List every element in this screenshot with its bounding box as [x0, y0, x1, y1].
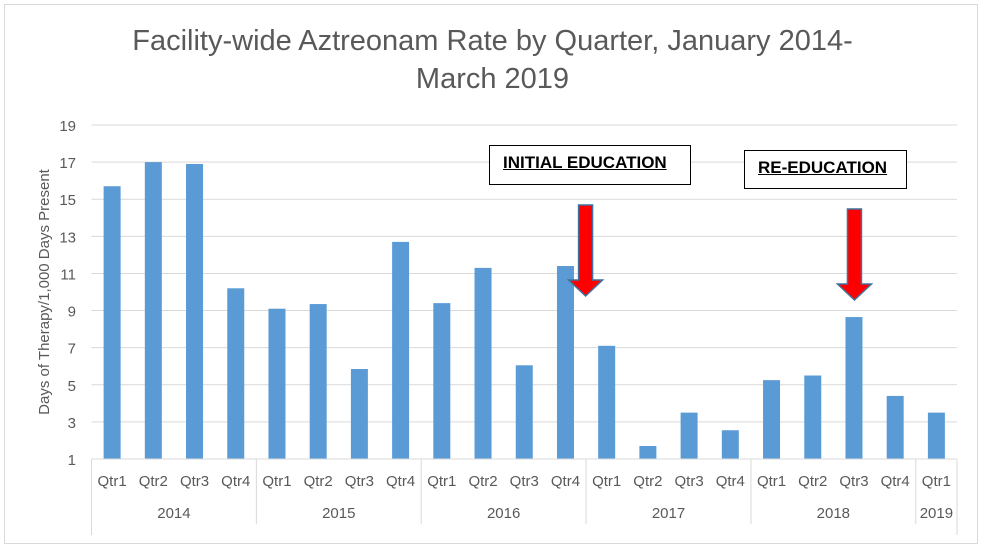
x-tick-label-quarter: Qtr1 — [592, 473, 621, 490]
x-tick-label-quarter: Qtr3 — [839, 473, 868, 490]
bar — [886, 395, 904, 459]
annotation-re-education: RE-EDUCATION — [744, 150, 907, 189]
x-tick-label-year: 2015 — [322, 505, 355, 522]
y-axis-label: Days of Therapy/1,000 Days Present — [36, 168, 53, 415]
bar — [556, 266, 574, 459]
chart-title-line2: March 2019 — [415, 63, 570, 95]
bar — [763, 380, 781, 459]
y-tick-label: 19 — [59, 118, 76, 135]
bar — [639, 446, 657, 459]
x-tick-label-quarter: Qtr1 — [757, 473, 786, 490]
x-tick-label-quarter: Qtr4 — [881, 473, 910, 490]
y-tick-label: 1 — [68, 452, 76, 469]
bar — [804, 375, 822, 459]
x-tick-label-quarter: Qtr3 — [675, 473, 704, 490]
x-tick-label-quarter: Qtr1 — [98, 473, 127, 490]
red-arrow-icon — [566, 204, 605, 298]
x-tick-label-quarter: Qtr3 — [180, 473, 209, 490]
y-tick-label: 13 — [59, 229, 76, 246]
annotation-initial-education: INITIAL EDUCATION — [489, 145, 691, 185]
bar — [598, 345, 616, 459]
bar — [845, 317, 863, 459]
x-tick-label-quarter: Qtr2 — [798, 473, 827, 490]
chart-title: Facility-wide Aztreonam Rate by Quarter,… — [0, 22, 985, 98]
y-tick-label: 9 — [68, 304, 76, 321]
bar — [433, 303, 451, 459]
x-tick-label-quarter: Qtr2 — [633, 473, 662, 490]
chart-title-line1: Facility-wide Aztreonam Rate by Quarter,… — [132, 25, 853, 57]
x-tick-label-quarter: Qtr2 — [139, 473, 168, 490]
x-tick-label-year: 2014 — [157, 505, 190, 522]
x-tick-label-quarter: Qtr3 — [345, 473, 374, 490]
x-tick-label-quarter: Qtr1 — [262, 473, 291, 490]
bar — [392, 241, 410, 459]
bar — [927, 412, 945, 459]
x-tick-label-year: 2019 — [920, 505, 953, 522]
x-tick-label-quarter: Qtr4 — [716, 473, 745, 490]
x-tick-label-year: 2017 — [652, 505, 685, 522]
bar — [680, 412, 698, 459]
chart-frame — [4, 4, 978, 544]
x-tick-label-quarter: Qtr3 — [510, 473, 539, 490]
bar — [350, 369, 368, 459]
y-tick-label: 17 — [59, 155, 76, 172]
bar — [515, 365, 533, 459]
x-tick-label-quarter: Qtr2 — [468, 473, 497, 490]
x-tick-label-quarter: Qtr1 — [922, 473, 951, 490]
bar — [186, 163, 204, 459]
bar — [474, 267, 492, 459]
x-tick-label-quarter: Qtr4 — [551, 473, 580, 490]
x-tick-label-quarter: Qtr2 — [304, 473, 333, 490]
x-tick-label-quarter: Qtr4 — [221, 473, 250, 490]
x-tick-label-quarter: Qtr1 — [427, 473, 456, 490]
y-tick-label: 3 — [68, 415, 76, 432]
y-tick-label: 5 — [68, 378, 76, 395]
x-tick-label-quarter: Qtr4 — [386, 473, 415, 490]
bar — [268, 308, 286, 459]
y-tick-label: 7 — [68, 341, 76, 358]
x-tick-label-year: 2016 — [487, 505, 520, 522]
y-tick-label: 11 — [60, 266, 76, 283]
bar — [309, 304, 327, 459]
bar — [144, 162, 162, 459]
red-arrow-icon — [835, 208, 874, 302]
y-tick-label: 15 — [59, 192, 76, 209]
x-tick-label-year: 2018 — [817, 505, 850, 522]
bar — [227, 288, 245, 459]
bar — [103, 186, 121, 459]
bar — [721, 430, 739, 459]
